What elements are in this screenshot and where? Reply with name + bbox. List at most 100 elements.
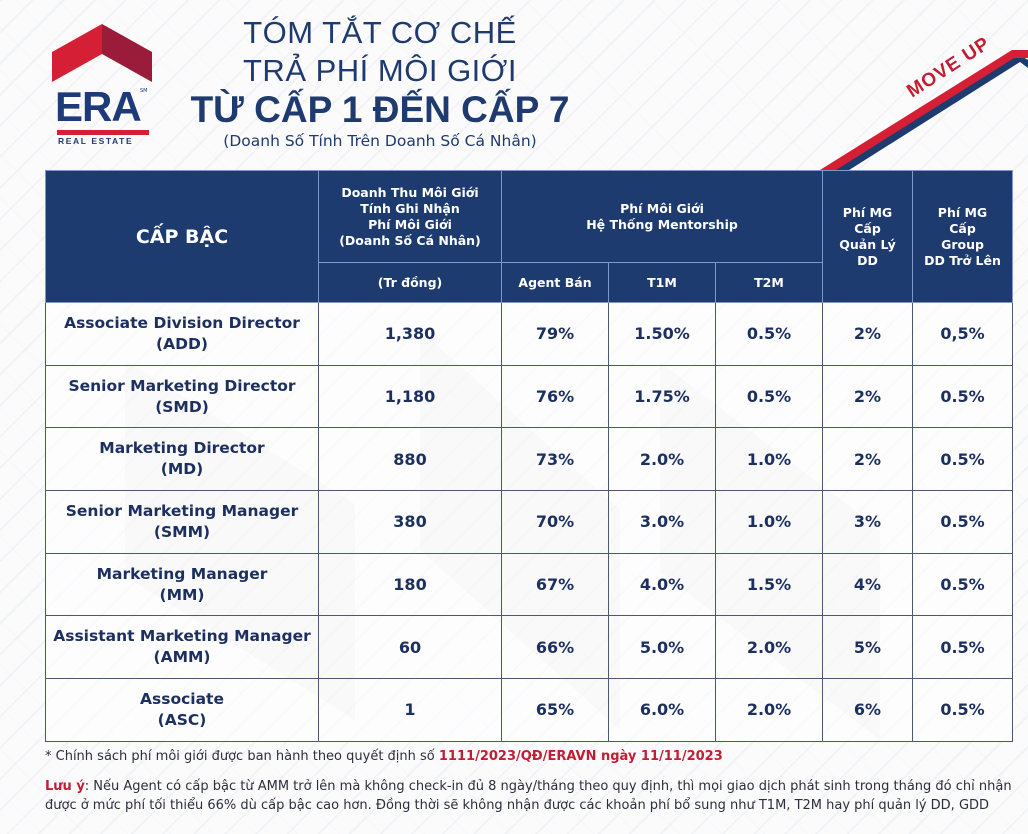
- rank-code: (SMD): [155, 397, 209, 416]
- header-revenue-line: Phí Môi Giới: [368, 216, 452, 232]
- agent-cell: 79%: [501, 302, 609, 366]
- agent-cell: 67%: [501, 552, 609, 617]
- rank-cell: Marketing Director (MD): [45, 427, 319, 492]
- t1m-cell: 5.0%: [608, 615, 716, 680]
- group-cell: 0.5%: [912, 364, 1013, 429]
- header-agent: Agent Bán: [501, 262, 609, 303]
- page-title: TÓM TẮT CƠ CHẾ TRẢ PHÍ MÔI GIỚI TỪ CẤP 1…: [180, 14, 580, 152]
- rank-cell: Marketing Manager (MM): [45, 552, 319, 617]
- rank-cell: Assistant Marketing Manager (AMM): [45, 615, 319, 680]
- table-row: Senior Marketing Director (SMD) 1,180 76%…: [45, 364, 1013, 429]
- table-row: Assistant Marketing Manager (AMM) 60 66% …: [45, 615, 1013, 680]
- rank-code: (MM): [159, 585, 205, 604]
- t1m-cell: 1.75%: [608, 364, 716, 429]
- fee-table: CẤP BẬC Doanh Thu Môi Giới Tính Ghi Nhận…: [45, 170, 1013, 742]
- t1m-cell: 1.50%: [608, 302, 716, 366]
- revenue-cell: 60: [318, 615, 502, 680]
- t1m-cell: 6.0%: [608, 678, 716, 742]
- t1m-cell: 3.0%: [608, 490, 716, 554]
- rank-name: Senior Marketing Manager: [65, 501, 299, 520]
- rank-name: Associate: [140, 689, 224, 708]
- t2m-cell: 0.5%: [715, 302, 823, 366]
- header-group-line: Cấp: [949, 220, 976, 236]
- revenue-cell: 1,380: [318, 302, 502, 366]
- rank-code: (MD): [160, 460, 204, 479]
- rank-cell: Senior Marketing Director (SMD): [45, 364, 319, 429]
- header-t1m: T1M: [608, 262, 716, 303]
- roof-icon: [52, 24, 152, 82]
- dd-cell: 2%: [822, 364, 913, 429]
- header-mentorship-line: Phí Môi Giới: [620, 200, 704, 216]
- header-dd-line: DD: [857, 252, 878, 268]
- revenue-cell: 1,180: [318, 364, 502, 429]
- t2m-cell: 0.5%: [715, 364, 823, 429]
- rank-code: (ASC): [157, 710, 207, 729]
- group-cell: 0.5%: [912, 678, 1013, 742]
- rank-code: (SMM): [153, 522, 211, 541]
- header-t2m: T2M: [715, 262, 823, 303]
- caution-note: Lưu ý: Nếu Agent có cấp bậc từ AMM trở l…: [45, 777, 1015, 815]
- header-revenue-unit: (Tr đồng): [318, 262, 502, 303]
- dd-cell: 2%: [822, 427, 913, 492]
- header-dd-line: Quản Lý: [839, 236, 896, 252]
- header-dd-line: Phí MG: [842, 204, 893, 220]
- header-dd-line: Cấp: [854, 220, 881, 236]
- header-group-fee: Phí MG Cấp Group DD Trở Lên: [912, 170, 1013, 303]
- agent-cell: 76%: [501, 364, 609, 429]
- agent-cell: 66%: [501, 615, 609, 680]
- t2m-cell: 1.5%: [715, 552, 823, 617]
- logo-brand: ERA: [55, 83, 142, 130]
- revenue-cell: 880: [318, 427, 502, 492]
- agent-cell: 65%: [501, 678, 609, 742]
- header-revenue-line: Tính Ghi Nhận: [360, 200, 460, 216]
- title-line-1: TÓM TẮT CƠ CHẾ: [243, 15, 517, 50]
- table-row: Marketing Director (MD) 880 73% 2.0% 1.0%…: [45, 427, 1013, 492]
- header-group-line: Group: [941, 236, 984, 252]
- t2m-cell: 1.0%: [715, 490, 823, 554]
- dd-cell: 4%: [822, 552, 913, 617]
- group-cell: 0,5%: [912, 302, 1013, 366]
- agent-cell: 73%: [501, 427, 609, 492]
- logo-sm-mark: SM: [140, 88, 148, 94]
- table-row: Associate Division Director (ADD) 1,380 7…: [45, 302, 1013, 366]
- dd-cell: 5%: [822, 615, 913, 680]
- group-cell: 0.5%: [912, 490, 1013, 554]
- caution-label: Lưu ý: [45, 779, 85, 794]
- header-revenue: Doanh Thu Môi Giới Tính Ghi Nhận Phí Môi…: [318, 170, 502, 263]
- table-header-row: CẤP BẬC Doanh Thu Môi Giới Tính Ghi Nhận…: [45, 170, 1013, 303]
- table-subheader-row: (Tr đồng) Agent Bán T1M T2M: [46, 262, 1013, 303]
- era-logo: ERA SM REAL ESTATE: [52, 24, 152, 146]
- revenue-cell: 180: [318, 552, 502, 617]
- group-cell: 0.5%: [912, 427, 1013, 492]
- title-line-2: TRẢ PHÍ MÔI GIỚI: [243, 53, 517, 88]
- rank-cell: Associate (ASC): [45, 678, 319, 742]
- logo-underline: [57, 130, 149, 135]
- t2m-cell: 2.0%: [715, 615, 823, 680]
- header-rank: CẤP BẬC: [45, 170, 319, 303]
- dd-cell: 2%: [822, 302, 913, 366]
- move-up-arrow-icon: MOVE UP: [820, 33, 1028, 172]
- rank-code: (ADD): [156, 334, 208, 353]
- title-subtitle: (Doanh Số Tính Trên Doanh Số Cá Nhân): [223, 132, 537, 150]
- table-row: Marketing Manager (MM) 180 67% 4.0% 1.5% …: [45, 552, 1013, 617]
- rank-name: Marketing Manager: [96, 564, 268, 583]
- policy-reference: 1111/2023/QĐ/ERAVN ngày 11/11/2023: [438, 749, 723, 764]
- header-mentorship-line: Hệ Thống Mentorship: [586, 216, 738, 232]
- rank-name: Marketing Director: [99, 439, 265, 458]
- rank-cell: Senior Marketing Manager (SMM): [45, 490, 319, 554]
- header-revenue-line: Doanh Thu Môi Giới: [341, 184, 479, 200]
- dd-cell: 3%: [822, 490, 913, 554]
- t1m-cell: 2.0%: [608, 427, 716, 492]
- header-group-line: DD Trở Lên: [924, 252, 1001, 268]
- rank-name: Associate Division Director: [64, 313, 300, 332]
- agent-cell: 70%: [501, 490, 609, 554]
- dd-cell: 6%: [822, 678, 913, 742]
- group-cell: 0.5%: [912, 552, 1013, 617]
- revenue-cell: 380: [318, 490, 502, 554]
- t1m-cell: 4.0%: [608, 552, 716, 617]
- table-row: Senior Marketing Manager (SMM) 380 70% 3.…: [45, 490, 1013, 554]
- rank-cell: Associate Division Director (ADD): [45, 302, 319, 366]
- header-dd-fee: Phí MG Cấp Quản Lý DD: [822, 170, 913, 303]
- rank-code: (AMM): [153, 648, 211, 667]
- logo-subtitle: REAL ESTATE: [58, 136, 134, 146]
